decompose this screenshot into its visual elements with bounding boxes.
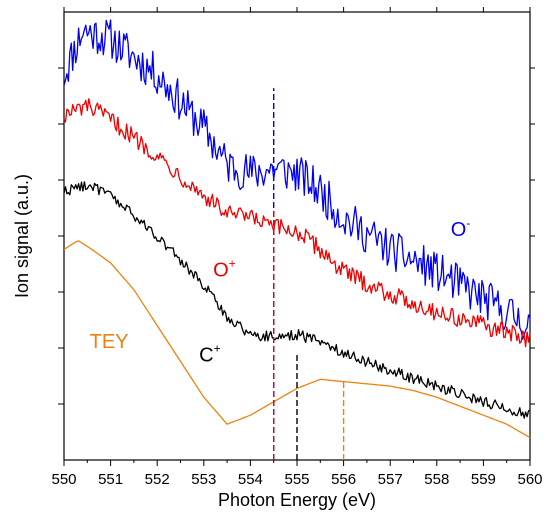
x-tick-label: 550 xyxy=(51,471,76,488)
y-axis-ticks xyxy=(58,67,535,405)
x-tick-label: 552 xyxy=(145,471,170,488)
x-tick-label: 556 xyxy=(331,471,356,488)
x-axis-label: Photon Energy (eV) xyxy=(218,490,376,510)
series-line-tey xyxy=(63,240,531,439)
x-tick-label: 554 xyxy=(238,471,263,488)
x-tick-label: 555 xyxy=(284,471,309,488)
label-layer: O- O+ C+ TEY xyxy=(90,216,471,366)
series-label: O+ xyxy=(213,256,236,281)
x-tick-label: 558 xyxy=(424,471,449,488)
series-label: O- xyxy=(451,216,471,241)
plot-area: O- O+ C+ TEY xyxy=(63,11,531,461)
series-line-o-minus xyxy=(63,19,531,340)
marker-layer xyxy=(273,88,345,460)
series-line-c-plus xyxy=(63,181,531,419)
x-axis-ticks: 550 551 552 553 554 555 556 557 558 559 560 xyxy=(51,7,543,488)
y-axis-label: Ion signal (a.u.) xyxy=(12,174,32,298)
series-label: TEY xyxy=(90,331,129,353)
x-tick-label: 553 xyxy=(191,471,216,488)
series-line-o-plus xyxy=(63,98,531,348)
x-tick-label: 551 xyxy=(98,471,123,488)
series-label: C+ xyxy=(199,341,220,366)
x-tick-label: 559 xyxy=(471,471,496,488)
x-tick-label: 560 xyxy=(517,471,542,488)
series-layer xyxy=(63,19,531,439)
x-tick-label: 557 xyxy=(378,471,403,488)
